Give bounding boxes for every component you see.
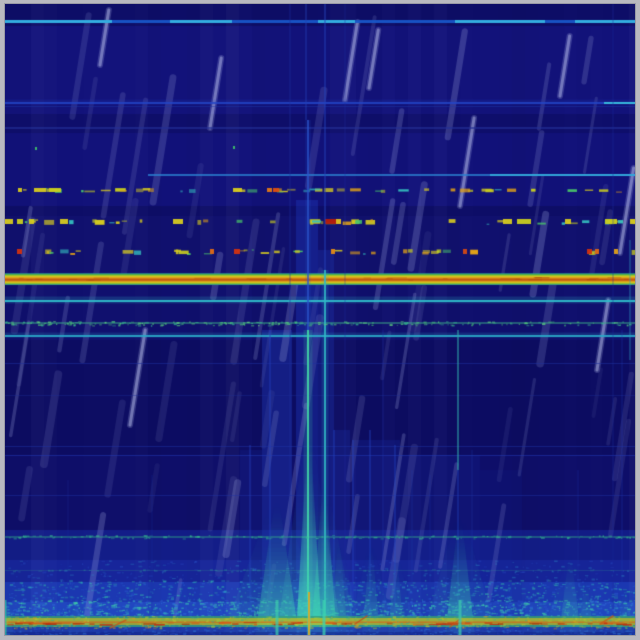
waterfall-spectrogram-canvas[interactable] [4, 3, 636, 636]
